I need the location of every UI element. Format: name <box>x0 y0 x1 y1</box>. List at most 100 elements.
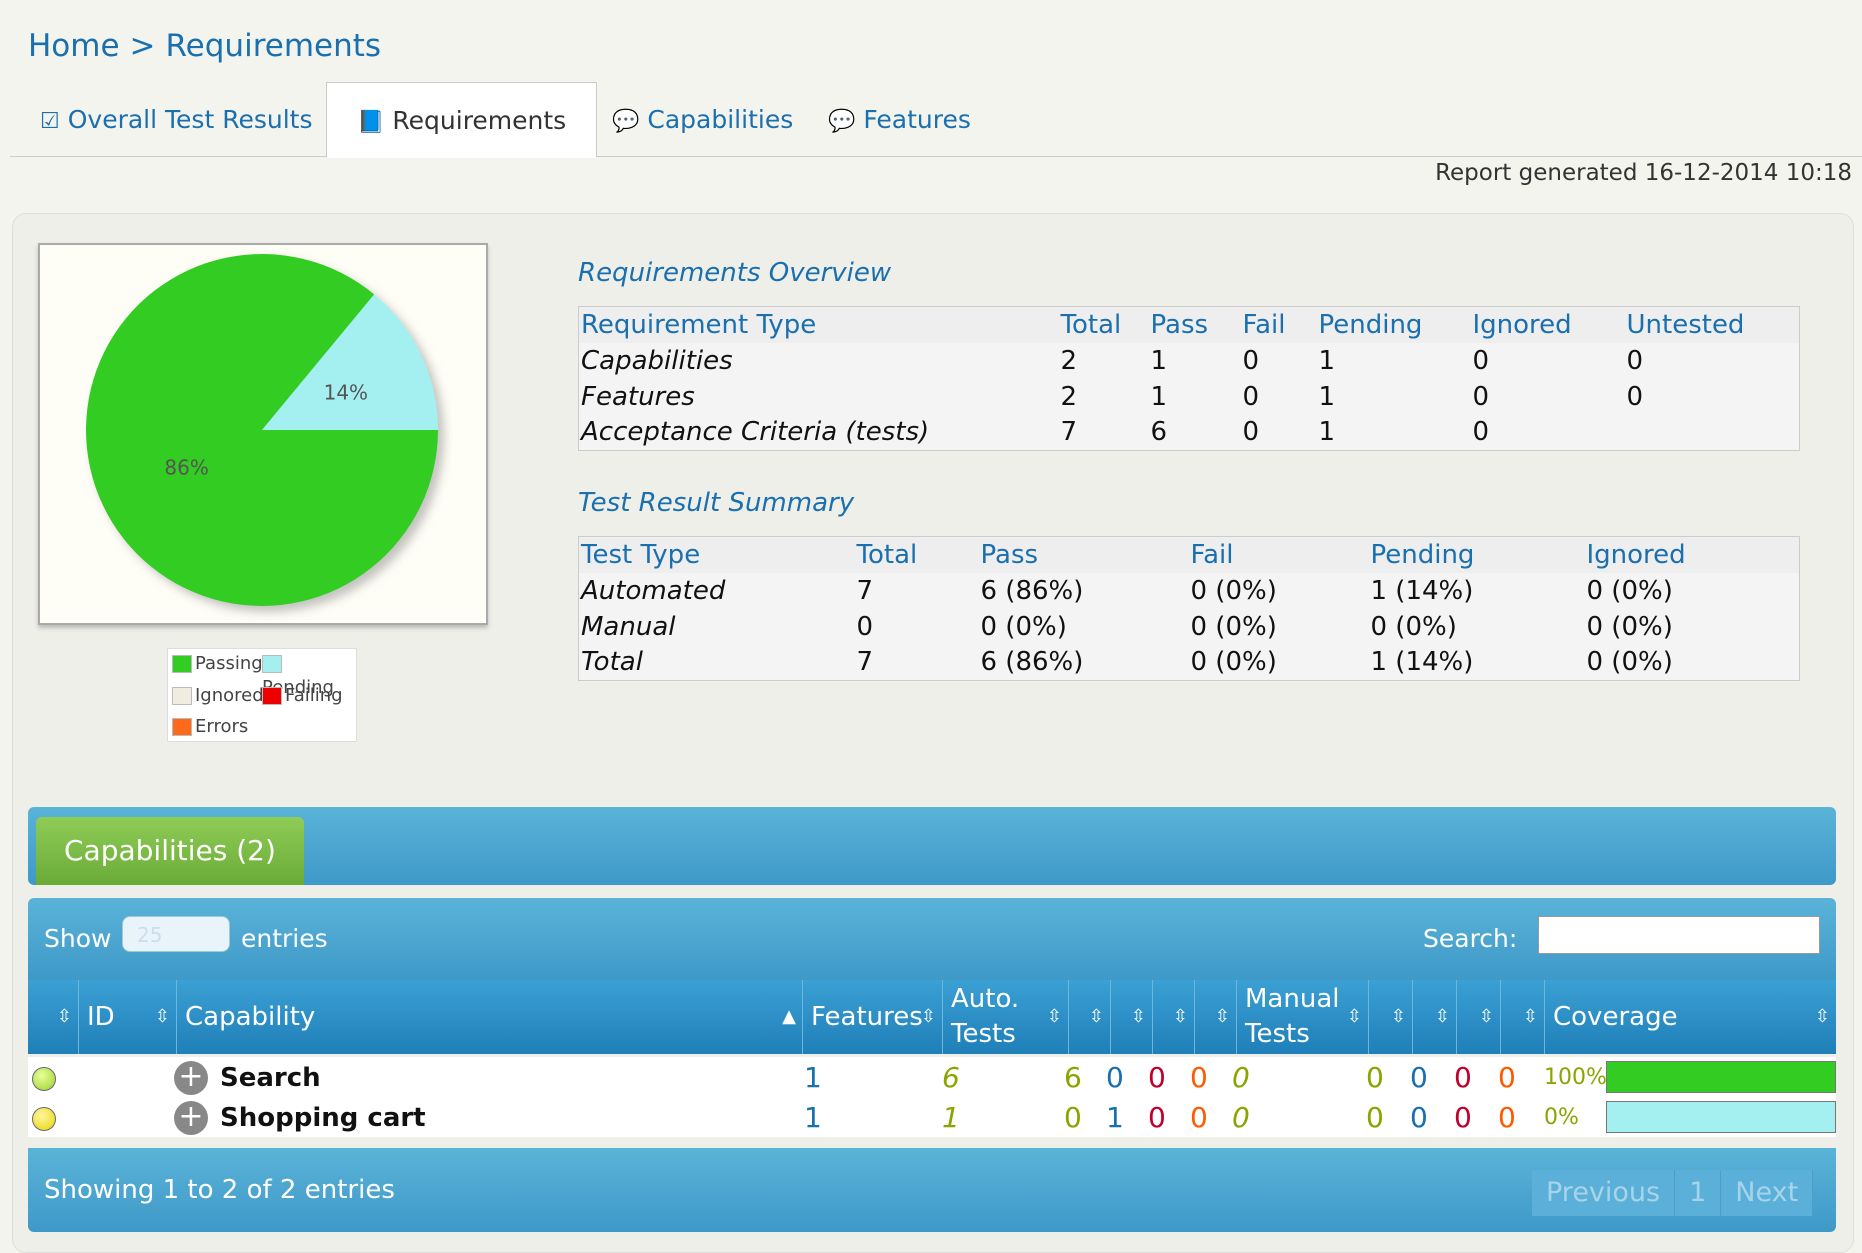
col-header: Ignored <box>1584 536 1800 573</box>
coverage-bar <box>1606 1061 1836 1093</box>
cell: 0 <box>854 608 979 645</box>
sort-icon: ⇳ <box>1390 1006 1406 1027</box>
tab-capabilities[interactable]: 💬 Capabilities <box>582 82 823 157</box>
manual-pass-count: 0 <box>1366 1061 1384 1094</box>
sort-icon: ⇳ <box>56 1006 72 1027</box>
expand-icon[interactable]: + <box>174 1101 208 1135</box>
auto-fail-count: 0 <box>1148 1101 1166 1134</box>
col-header-features[interactable]: Features ⇳ <box>802 980 942 1054</box>
capability-name[interactable]: Search <box>220 1063 321 1093</box>
features-count: 1 <box>804 1101 822 1134</box>
tab-features[interactable]: 💬 Features <box>798 82 1001 157</box>
cell: 1 <box>1148 378 1241 415</box>
cell: Capabilities <box>578 342 1059 379</box>
manual-label-1: Manual <box>1245 984 1340 1014</box>
auto-label-2: Tests <box>951 1019 1016 1049</box>
cell: 0 (0%) <box>1188 608 1369 645</box>
search-label: Search: <box>1423 924 1518 953</box>
col-header: Untested <box>1624 306 1800 343</box>
col-header-manual-tests[interactable]: Manual Tests ⇳ <box>1236 980 1368 1054</box>
auto-pending-count: 0 <box>1106 1061 1124 1094</box>
coverage-percent: 100% <box>1544 1065 1607 1090</box>
col-header: Pass <box>978 536 1189 573</box>
col-header-manual-pass[interactable]: ⇳ <box>1368 980 1412 1054</box>
col-header-label: ID <box>87 1002 115 1032</box>
cell: 0 <box>1240 378 1317 415</box>
table-row: Acceptance Criteria (tests) 7 6 0 1 0 <box>578 414 1800 451</box>
col-header-manual-pending[interactable]: ⇳ <box>1412 980 1456 1054</box>
col-header-manual-error[interactable]: ⇳ <box>1500 980 1544 1054</box>
table-header-row: Test Type Total Pass Fail Pending Ignore… <box>578 536 1800 573</box>
chart-legend: Passing Pending Ignored Failing Errors <box>167 648 357 742</box>
tab-overall-test-results[interactable]: ☑ Overall Test Results <box>10 82 342 157</box>
legend-swatch <box>262 655 282 673</box>
expand-icon[interactable]: + <box>174 1061 208 1095</box>
manual-pending-count: 0 <box>1410 1101 1428 1134</box>
auto-pass-count: 0 <box>1064 1101 1082 1134</box>
tab-requirements[interactable]: 📘 Requirements <box>326 82 598 158</box>
breadcrumb-separator: > <box>129 28 156 64</box>
datatable-toolbar: Show 25 entries Search: <box>28 898 1836 980</box>
cell: 0 <box>1624 378 1800 415</box>
cell: 6 (86%) <box>978 572 1189 609</box>
entries-label: entries <box>241 924 328 953</box>
col-header-status[interactable]: ⇳ <box>28 980 78 1054</box>
table-header-row: Requirement Type Total Pass Fail Pending… <box>578 306 1800 343</box>
sort-icon: ⇳ <box>1434 1006 1450 1027</box>
legend-swatch <box>172 687 192 705</box>
coverage-bar <box>1606 1101 1836 1133</box>
test-result-summary-table: Test Type Total Pass Fail Pending Ignore… <box>578 536 1800 681</box>
pagination-next-button[interactable]: Next <box>1721 1170 1814 1216</box>
col-header-coverage[interactable]: Coverage ⇳ <box>1544 980 1836 1054</box>
cell: 0 <box>1470 414 1625 451</box>
col-header-id[interactable]: ID ⇳ <box>78 980 176 1054</box>
col-header-auto-pass[interactable]: ⇳ <box>1068 980 1110 1054</box>
col-header-auto-pending[interactable]: ⇳ <box>1110 980 1152 1054</box>
col-header-label: Auto. Tests <box>951 982 1019 1052</box>
capabilities-tab[interactable]: Capabilities (2) <box>36 817 304 885</box>
breadcrumb-home-link[interactable]: Home <box>28 28 120 64</box>
pagination-previous-button[interactable]: Previous <box>1532 1170 1676 1216</box>
cell: 0 (0%) <box>1188 644 1369 681</box>
tab-label: Features <box>863 105 971 134</box>
table-row[interactable]: + Search 1 6 6 0 0 0 0 0 0 0 0 100% <box>28 1057 1836 1097</box>
cell: 1 <box>1148 342 1241 379</box>
entries-per-page-select[interactable]: 25 <box>122 916 230 952</box>
legend-item-failing: Failing <box>262 684 343 708</box>
cell: 6 <box>1148 414 1241 451</box>
sort-icon: ⇳ <box>154 1006 170 1027</box>
cell: 0 (0%) <box>1188 572 1369 609</box>
manual-fail-count: 0 <box>1454 1101 1472 1134</box>
col-header-auto-tests[interactable]: Auto. Tests ⇳ <box>942 980 1068 1054</box>
col-header: Ignored <box>1470 306 1625 343</box>
legend-item-errors: Errors <box>172 715 248 739</box>
breadcrumb-current: Requirements <box>165 28 382 64</box>
pie-slice-pending <box>262 294 438 430</box>
auto-error-count: 0 <box>1190 1061 1208 1094</box>
col-header-manual-fail[interactable]: ⇳ <box>1456 980 1500 1054</box>
legend-swatch <box>172 655 192 673</box>
manual-tests-count: 0 <box>1232 1061 1250 1094</box>
capability-name[interactable]: Shopping cart <box>220 1103 426 1133</box>
col-header-auto-error[interactable]: ⇳ <box>1194 980 1236 1054</box>
features-count: 1 <box>804 1061 822 1094</box>
requirements-overview-title: Requirements Overview <box>578 258 892 288</box>
col-header-label: Coverage <box>1553 1002 1678 1032</box>
cell: 1 <box>1316 414 1471 451</box>
cell: 0 (0%) <box>1584 608 1800 645</box>
pagination: Previous 1 Next <box>1532 1170 1814 1216</box>
pagination-page-button[interactable]: 1 <box>1675 1170 1722 1216</box>
cell: 2 <box>1058 378 1149 415</box>
table-row[interactable]: + Shopping cart 1 1 0 1 0 0 0 0 0 0 0 0% <box>28 1097 1836 1137</box>
cell: 7 <box>854 572 979 609</box>
col-header: Test Type <box>578 536 855 573</box>
results-pie-chart: 86% 14% <box>38 243 488 625</box>
table-row: Manual 0 0 (0%) 0 (0%) 0 (0%) 0 (0%) <box>578 608 1800 645</box>
col-header: Fail <box>1240 306 1317 343</box>
search-input[interactable] <box>1538 916 1820 954</box>
col-header-auto-fail[interactable]: ⇳ <box>1152 980 1194 1054</box>
col-header: Pending <box>1368 536 1585 573</box>
col-header-capability[interactable]: Capability ▲ <box>176 980 802 1054</box>
cell: 0 <box>1240 414 1317 451</box>
col-header: Pending <box>1316 306 1471 343</box>
